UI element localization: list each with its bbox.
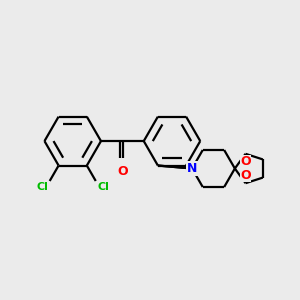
Text: O: O xyxy=(117,165,128,178)
Text: N: N xyxy=(187,162,197,175)
Text: O: O xyxy=(240,155,251,168)
Text: Cl: Cl xyxy=(36,182,48,193)
Text: O: O xyxy=(240,169,251,182)
Text: Cl: Cl xyxy=(97,182,109,193)
